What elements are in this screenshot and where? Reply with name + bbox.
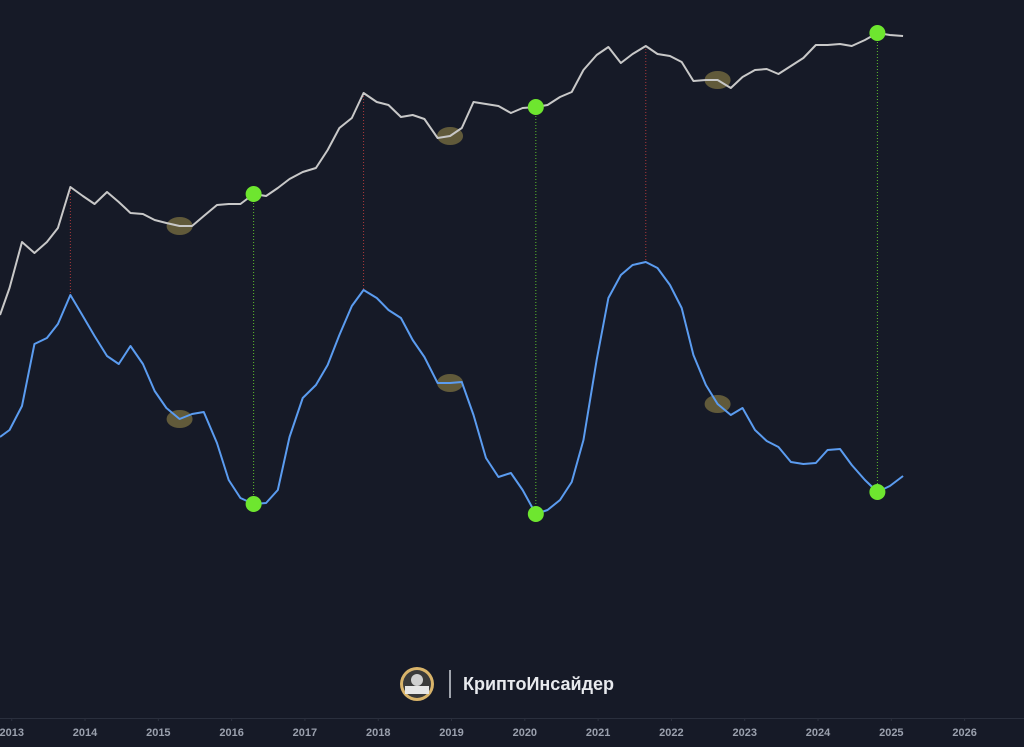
x-tick-label: 2022 xyxy=(659,727,683,739)
x-tick-label: 2014 xyxy=(73,727,98,739)
x-tick-label: 2013 xyxy=(0,727,24,739)
bottom-marker xyxy=(869,25,886,41)
x-tick-label: 2024 xyxy=(806,727,831,739)
x-tick-label: 2019 xyxy=(439,727,463,739)
bottom-marker xyxy=(527,99,544,115)
x-tick-label: 2015 xyxy=(146,727,170,739)
bottom-marker xyxy=(245,496,262,512)
x-tick-label: 2017 xyxy=(293,727,317,739)
watermark-text: КриптоИнсайдер xyxy=(463,674,614,694)
bottom-marker xyxy=(869,484,886,500)
series-line xyxy=(0,32,904,316)
x-tick-label: 2021 xyxy=(586,727,610,739)
x-tick-label: 2026 xyxy=(952,727,976,739)
x-tick-label: 2025 xyxy=(879,727,903,739)
x-tick-label: 2018 xyxy=(366,727,390,739)
bottom-marker xyxy=(245,186,262,202)
x-tick-label: 2016 xyxy=(219,727,243,739)
x-tick-label: 2023 xyxy=(732,727,756,739)
x-tick-label: 2020 xyxy=(513,727,537,739)
watermark-logo xyxy=(400,667,451,701)
bottom-marker xyxy=(527,506,544,522)
series-line xyxy=(0,261,904,515)
